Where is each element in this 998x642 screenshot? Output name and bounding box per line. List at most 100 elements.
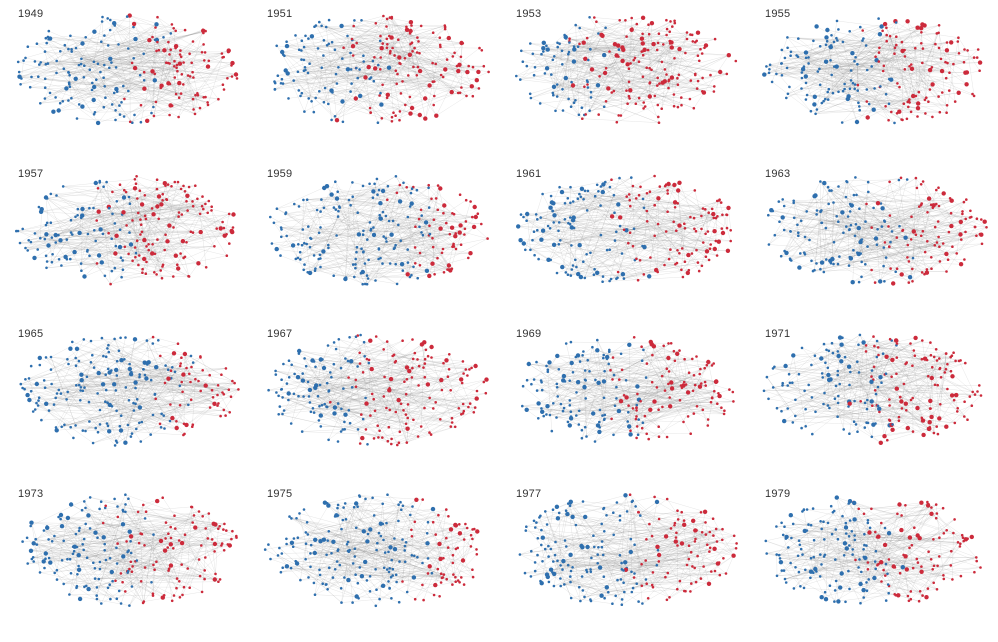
edge bbox=[543, 230, 572, 246]
edge bbox=[20, 351, 109, 385]
edge bbox=[106, 182, 116, 247]
node-red bbox=[920, 42, 923, 45]
edge bbox=[129, 15, 131, 122]
node-red bbox=[206, 211, 209, 215]
node-red bbox=[173, 59, 176, 63]
edge bbox=[338, 67, 382, 119]
edge bbox=[784, 205, 856, 225]
edge bbox=[553, 175, 655, 223]
node-blue bbox=[358, 68, 361, 71]
edge bbox=[44, 98, 63, 102]
node-red bbox=[208, 373, 211, 377]
edge bbox=[547, 34, 650, 50]
node-red bbox=[638, 259, 642, 262]
node-blue bbox=[54, 96, 57, 99]
node-red bbox=[666, 189, 669, 192]
edge bbox=[409, 33, 444, 78]
edge bbox=[70, 427, 184, 436]
edge bbox=[190, 62, 233, 77]
edge bbox=[825, 22, 897, 100]
edge bbox=[578, 42, 672, 47]
node-red bbox=[224, 414, 227, 417]
node-red bbox=[945, 111, 948, 114]
node-blue bbox=[582, 260, 585, 263]
edge bbox=[554, 34, 667, 57]
edge bbox=[347, 35, 356, 99]
edge bbox=[153, 42, 169, 116]
edge bbox=[875, 216, 972, 283]
edge bbox=[45, 387, 58, 394]
edge bbox=[22, 385, 77, 389]
node-blue bbox=[43, 77, 47, 81]
node-red bbox=[194, 93, 197, 97]
node-red bbox=[937, 235, 940, 239]
edge bbox=[877, 177, 916, 204]
edge bbox=[41, 409, 224, 421]
node-red bbox=[157, 48, 161, 52]
edge bbox=[380, 203, 453, 247]
edge bbox=[642, 198, 658, 273]
edge bbox=[523, 186, 641, 244]
edge bbox=[336, 91, 351, 121]
node-red bbox=[629, 27, 634, 32]
node-blue bbox=[568, 41, 571, 44]
node-red bbox=[183, 432, 186, 436]
edge bbox=[668, 40, 670, 82]
edge bbox=[46, 42, 94, 62]
edge bbox=[941, 71, 947, 113]
edge bbox=[172, 96, 206, 106]
node-blue bbox=[303, 263, 306, 266]
edge bbox=[342, 20, 355, 59]
node-blue bbox=[857, 280, 861, 284]
edge bbox=[334, 49, 371, 113]
edge bbox=[379, 215, 482, 225]
edge bbox=[860, 240, 909, 262]
node-blue bbox=[273, 88, 277, 91]
edge bbox=[816, 21, 908, 110]
edge bbox=[161, 76, 233, 86]
node-red bbox=[702, 241, 705, 244]
node-blue bbox=[349, 90, 352, 93]
node-red bbox=[210, 388, 214, 392]
node-blue bbox=[96, 392, 99, 395]
node-blue bbox=[142, 368, 145, 371]
edge bbox=[112, 213, 123, 215]
node-red bbox=[233, 72, 239, 77]
edge bbox=[137, 198, 208, 213]
node-blue bbox=[324, 184, 330, 189]
node-blue bbox=[864, 220, 867, 223]
edge bbox=[97, 389, 239, 433]
node-red bbox=[685, 37, 689, 41]
node-red bbox=[390, 115, 394, 119]
edge bbox=[184, 353, 187, 369]
node-blue bbox=[800, 71, 804, 74]
node-blue bbox=[92, 60, 96, 64]
edge bbox=[806, 211, 914, 232]
edge bbox=[418, 219, 451, 271]
node-blue bbox=[29, 364, 33, 368]
node-red bbox=[709, 243, 712, 246]
node-blue bbox=[579, 186, 585, 191]
node-red bbox=[890, 110, 893, 114]
edge bbox=[883, 22, 897, 72]
edge bbox=[178, 57, 223, 118]
edge bbox=[390, 53, 459, 94]
node-blue bbox=[103, 85, 106, 88]
node-red bbox=[216, 393, 219, 397]
node-blue bbox=[824, 43, 828, 47]
edge bbox=[815, 50, 968, 114]
edge bbox=[880, 179, 908, 282]
node-red bbox=[630, 16, 633, 20]
node-red bbox=[157, 217, 160, 221]
node-blue bbox=[378, 39, 382, 43]
edge bbox=[52, 235, 59, 255]
edge bbox=[421, 214, 455, 233]
node-blue bbox=[36, 248, 39, 251]
node-blue bbox=[324, 25, 328, 29]
node-blue bbox=[27, 397, 32, 403]
node-blue bbox=[50, 260, 54, 264]
edge bbox=[107, 348, 213, 391]
node-blue bbox=[632, 227, 636, 230]
node-red bbox=[204, 95, 207, 99]
edge bbox=[542, 177, 620, 195]
